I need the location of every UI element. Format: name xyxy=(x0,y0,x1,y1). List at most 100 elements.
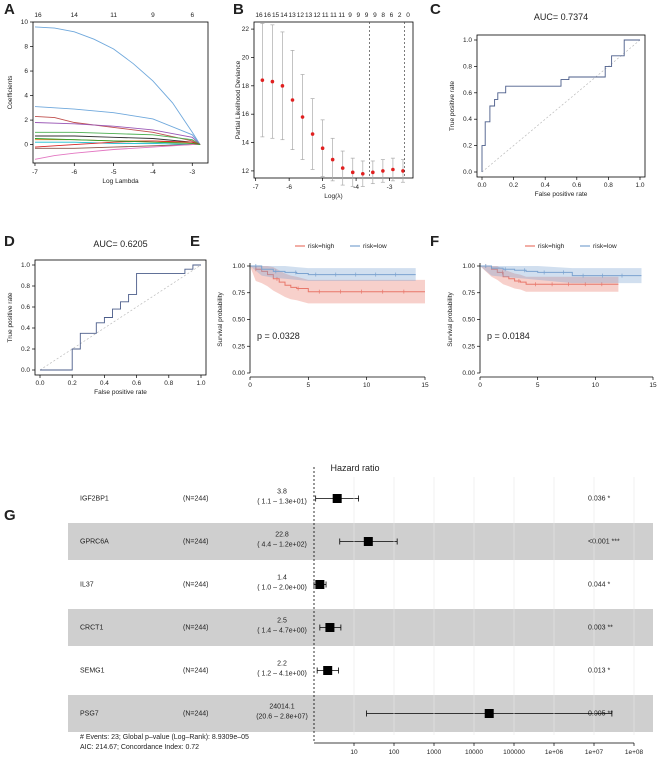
panel-b-toptick-label: 9 xyxy=(373,12,377,19)
panel-d-ytick-label: 0.4 xyxy=(21,325,30,332)
panel-g-xtick-label: 1e+08 xyxy=(625,749,644,756)
panel-label-e: E xyxy=(190,233,200,250)
panel-g-xtick-label: 10000 xyxy=(465,749,483,756)
panel-a-toptick-label: 6 xyxy=(190,12,194,19)
panel-f-legend-label: risk=high xyxy=(538,243,565,250)
panel-c-xtick-label: 0.8 xyxy=(604,182,613,189)
panel-a-toptick-label: 14 xyxy=(71,12,79,19)
panel-g-hr-value: 1.4 xyxy=(277,575,287,582)
panel-g-pvalue: <0.001 *** xyxy=(588,539,620,546)
panel-e-xtick-label: 0 xyxy=(248,382,252,389)
panel-b-toptick-label: 9 xyxy=(348,12,352,19)
panel-g-ci-text: ( 1.0 – 2.0e+00) xyxy=(257,585,307,592)
panel-d-diagonal xyxy=(39,264,202,371)
panel-e-ytick-label: 0.50 xyxy=(232,317,245,324)
panel-b-point xyxy=(280,84,285,88)
panel-e-ylabel: Survival probability xyxy=(217,291,224,346)
panel-g-hr-value: 2.2 xyxy=(277,661,287,668)
panel-g-n-label: (N=244) xyxy=(183,496,208,503)
panel-a-toptick-label: 16 xyxy=(34,12,42,19)
panel-b-ytick-label: 20 xyxy=(242,54,250,61)
panel-e-legend-label: risk=high xyxy=(308,243,335,250)
panel-d-title: AUC= 0.6205 xyxy=(93,239,147,249)
panel-label-f: F xyxy=(430,233,439,250)
panel-f-ylabel: Survival probability xyxy=(447,291,454,346)
panel-b-xtick-label: -7 xyxy=(253,184,259,191)
panel-g-ci-text: ( 1.1 – 1.3e+01) xyxy=(257,499,307,506)
panel-b-point xyxy=(340,166,345,170)
panel-b-point xyxy=(350,170,355,175)
panel-g-pvalue: 0.044 * xyxy=(588,582,610,589)
panel-d-ylabel: True positive rate xyxy=(7,292,14,342)
panel-g-hr-value: 2.5 xyxy=(277,618,287,625)
panel-g-ci-text: ( 1.2 – 4.1e+00) xyxy=(257,671,307,678)
panel-g-footer-events: # Events: 23; Global p–value (Log–Rank):… xyxy=(80,734,249,741)
panel-g-pvalue: 0.003 ** xyxy=(588,625,613,632)
panel-e-ci-band xyxy=(250,266,416,281)
panel-f-xtick-label: 10 xyxy=(592,382,600,389)
panel-e-ytick-label: 0.00 xyxy=(232,370,245,377)
panel-b-point xyxy=(330,157,335,162)
panel-b-ylabel: Partial Likelihood Deviance xyxy=(235,60,242,139)
panel-a-xtick-label: -5 xyxy=(111,169,117,176)
panel-a-ytick-label: 10 xyxy=(21,19,29,26)
panel-d-xtick-label: 0.0 xyxy=(35,380,44,387)
panel-b-point xyxy=(391,167,395,172)
panel-a-ytick-label: 8 xyxy=(24,44,28,51)
panel-b-toptick-label: 14 xyxy=(280,12,288,19)
panel-b-toptick-label: 16 xyxy=(255,12,263,19)
panel-g-hr-value: 24014.1 xyxy=(269,704,294,711)
panel-c-roc-curve xyxy=(481,39,640,172)
panel-a-toptick-label: 11 xyxy=(110,12,117,19)
panel-b-point xyxy=(270,79,275,84)
panel-c-xtick-label: 0.0 xyxy=(477,182,486,189)
panel-a-coef-line xyxy=(34,138,201,146)
panel-b-toptick-label: 16 xyxy=(264,12,272,19)
panel-f-ytick-label: 0.25 xyxy=(462,343,475,350)
panel-c-xtick-label: 0.6 xyxy=(572,182,581,189)
panel-g-hr-square xyxy=(332,494,342,503)
panel-b-frame xyxy=(253,21,414,179)
panel-label-a: A xyxy=(4,1,15,18)
panel-d-xtick-label: 0.2 xyxy=(68,380,77,387)
panel-b-toptick-label: 13 xyxy=(305,12,313,19)
panel-b-toptick-label: 13 xyxy=(288,12,296,19)
panel-c-ytick-label: 1.0 xyxy=(463,37,472,44)
panel-d-xtick-label: 0.8 xyxy=(164,380,173,387)
panel-g-xtick-label: 1000 xyxy=(427,749,442,756)
panel-a-ylabel: Coefficients xyxy=(7,75,14,110)
panel-a-ytick-label: 0 xyxy=(24,142,28,149)
panel-c-xlabel: False positive rate xyxy=(535,191,588,198)
panel-b-point xyxy=(371,170,375,175)
panel-g-xtick-label: 10 xyxy=(350,749,358,756)
panel-b-point xyxy=(290,98,295,102)
panel-c-ytick-label: 0.6 xyxy=(463,90,472,97)
panel-b-toptick-label: 6 xyxy=(390,12,394,19)
panel-d-ytick-label: 0.8 xyxy=(21,283,30,290)
panel-b-ytick-label: 18 xyxy=(242,83,250,90)
panel-b-xtick-label: -4 xyxy=(353,184,359,191)
panel-e-ci-band xyxy=(250,266,425,304)
panel-f-pvalue: p = 0.0184 xyxy=(487,331,530,341)
panel-f-km-risk-high xyxy=(480,265,619,285)
panel-g-ci-text: ( 4.4 – 1.2e+02) xyxy=(257,542,307,549)
panel-g-pvalue: 0.005 ** xyxy=(588,711,613,718)
panel-d-xtick-label: 1.0 xyxy=(196,380,205,387)
panel-g-n-label: (N=244) xyxy=(183,582,208,589)
panel-c-diagonal xyxy=(481,39,641,173)
panel-d-xlabel: False positive rate xyxy=(94,389,147,396)
panel-b-xtick-label: -5 xyxy=(320,184,326,191)
panel-b-point xyxy=(300,115,305,119)
panel-g-gene-label: IGF2BP1 xyxy=(80,496,109,503)
panel-g-hr-square xyxy=(363,537,373,546)
panel-a-coef-line xyxy=(34,106,201,145)
panel-d-roc-curve xyxy=(40,264,201,371)
panel-g-pvalue: 0.036 * xyxy=(588,496,610,503)
panel-f-xtick-label: 15 xyxy=(649,382,657,389)
panel-b-xtick-label: -6 xyxy=(286,184,292,191)
panel-g-hr-value: 3.8 xyxy=(277,489,287,496)
panel-b-toptick-label: 8 xyxy=(381,12,385,19)
panel-g-n-label: (N=244) xyxy=(183,539,208,546)
panel-d-xtick-label: 0.6 xyxy=(132,380,141,387)
panel-a-xlabel: Log Lambda xyxy=(102,178,139,185)
